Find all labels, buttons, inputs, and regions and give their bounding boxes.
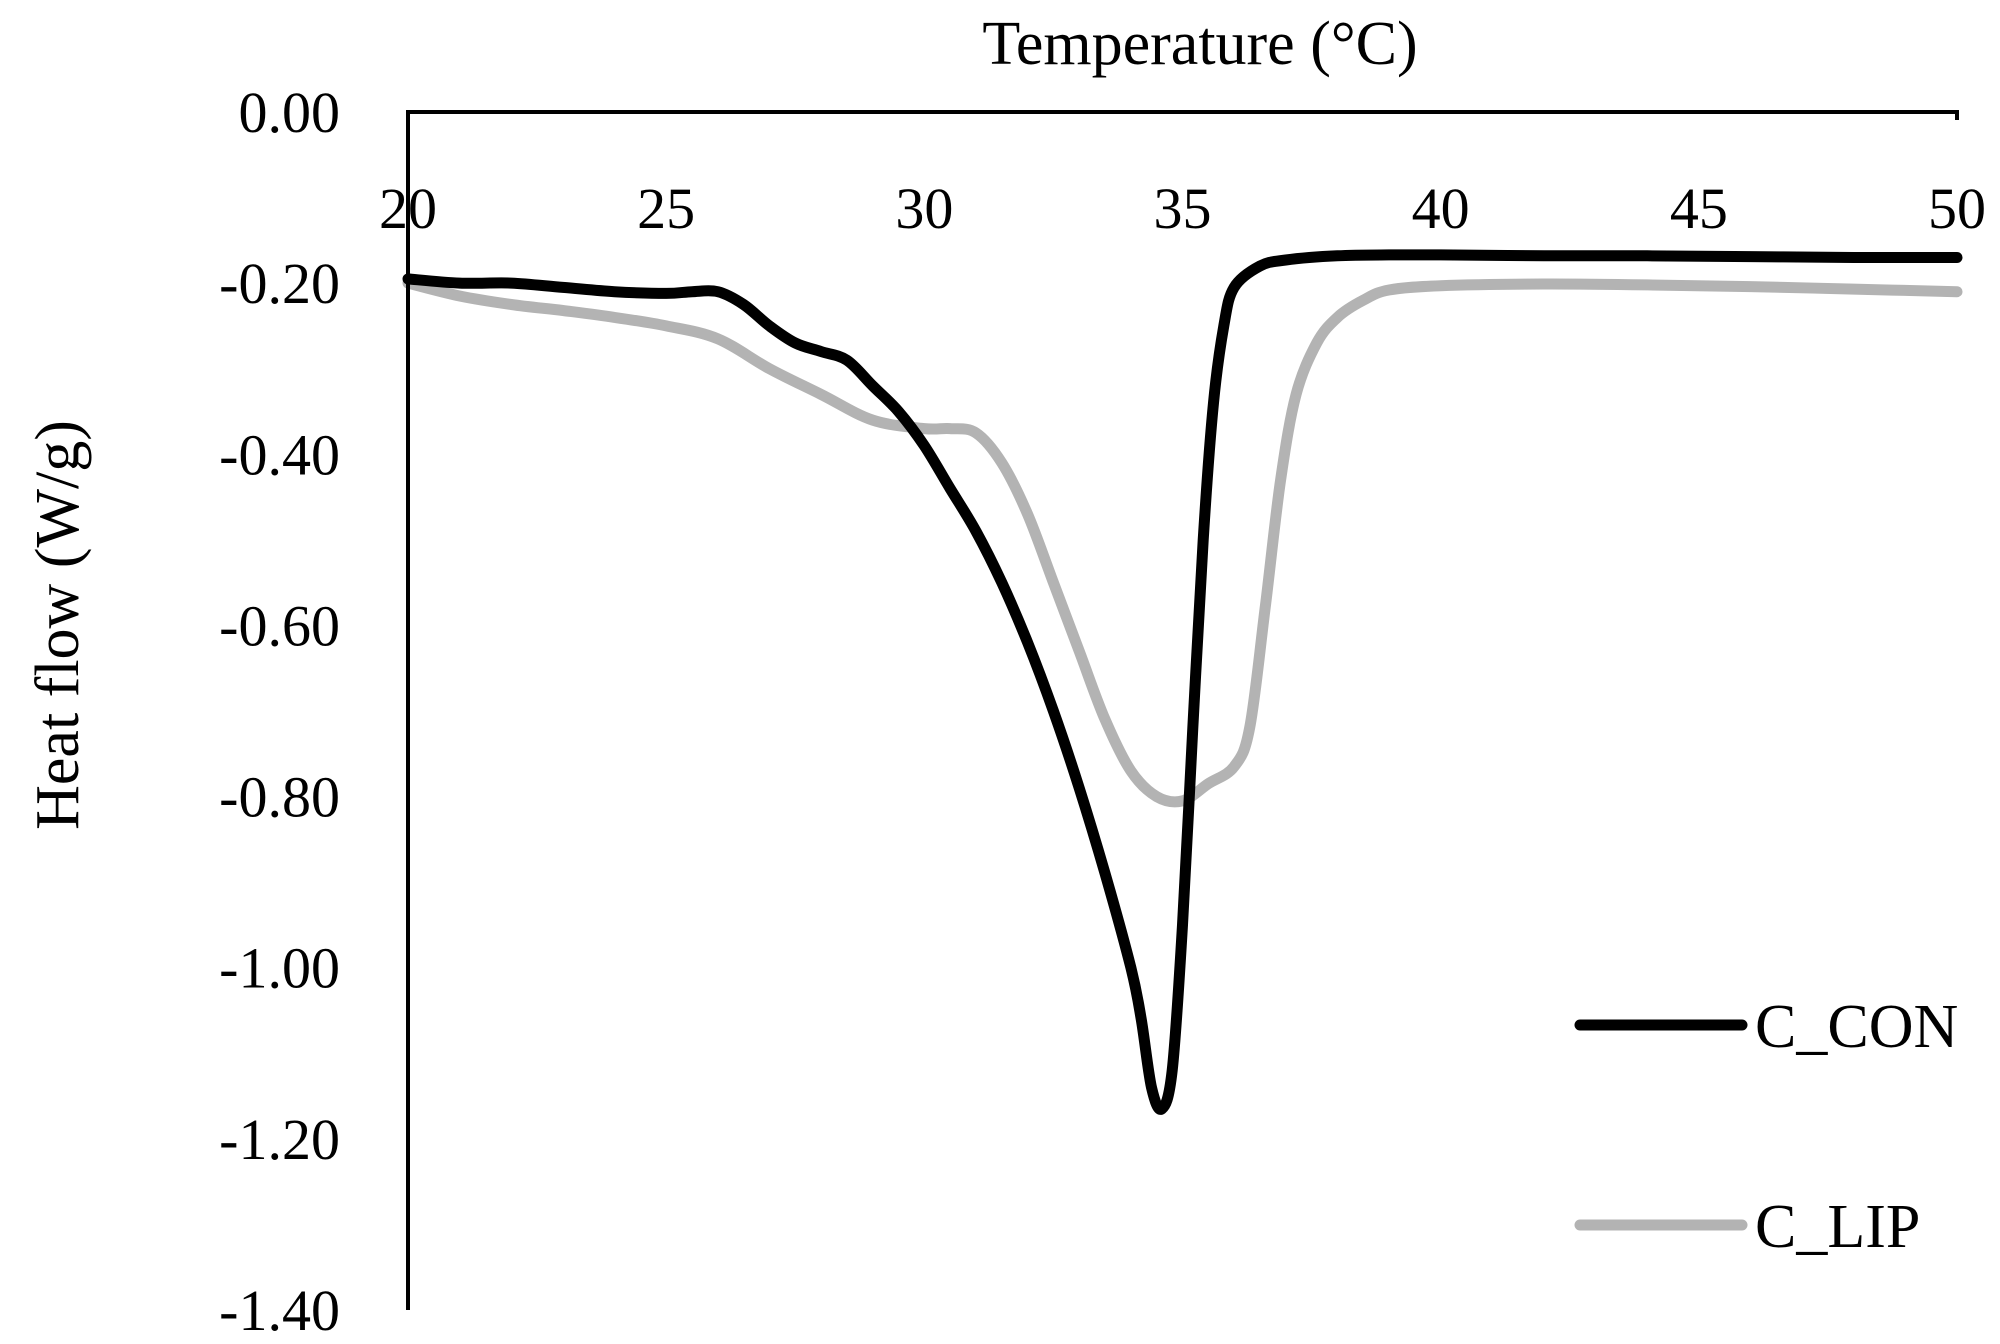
x-tick-label: 40 [1412, 176, 1470, 241]
series-line-c-con [402, 249, 1963, 1115]
y-tick-label: -0.20 [219, 251, 340, 316]
y-tick-label: -0.40 [219, 422, 340, 487]
y-tick-label: -0.80 [219, 765, 340, 830]
x-tick-label: 35 [1154, 176, 1212, 241]
legend-label: C_LIP [1755, 1193, 1920, 1261]
x-tick-label: 50 [1928, 176, 1986, 241]
x-tick-label: 25 [637, 176, 695, 241]
y-tick-label: -1.00 [219, 936, 340, 1001]
y-tick-label: -1.20 [219, 1107, 340, 1172]
x-tick-label: 45 [1670, 176, 1728, 241]
series-line-c-lip [402, 277, 1963, 808]
x-tick-labels: 20 25 30 35 40 45 50 [379, 176, 1986, 241]
x-tick-label: 30 [895, 176, 953, 241]
legend: C_CON C_LIP [1574, 993, 1958, 1261]
y-axis-title: Heat flow (W/g) [24, 420, 92, 830]
y-tick-labels: 0.00 -0.20 -0.40 -0.60 -0.80 -1.00 -1.20 -1.40 [219, 80, 340, 1343]
y-tick-label: -1.40 [219, 1278, 340, 1343]
series-lines [402, 249, 1963, 1115]
y-tick-label: 0.00 [239, 80, 341, 145]
legend-label: C_CON [1755, 993, 1958, 1061]
x-axis-title: Temperature (°C) [982, 10, 1417, 78]
y-tick-label: -0.60 [219, 593, 340, 658]
